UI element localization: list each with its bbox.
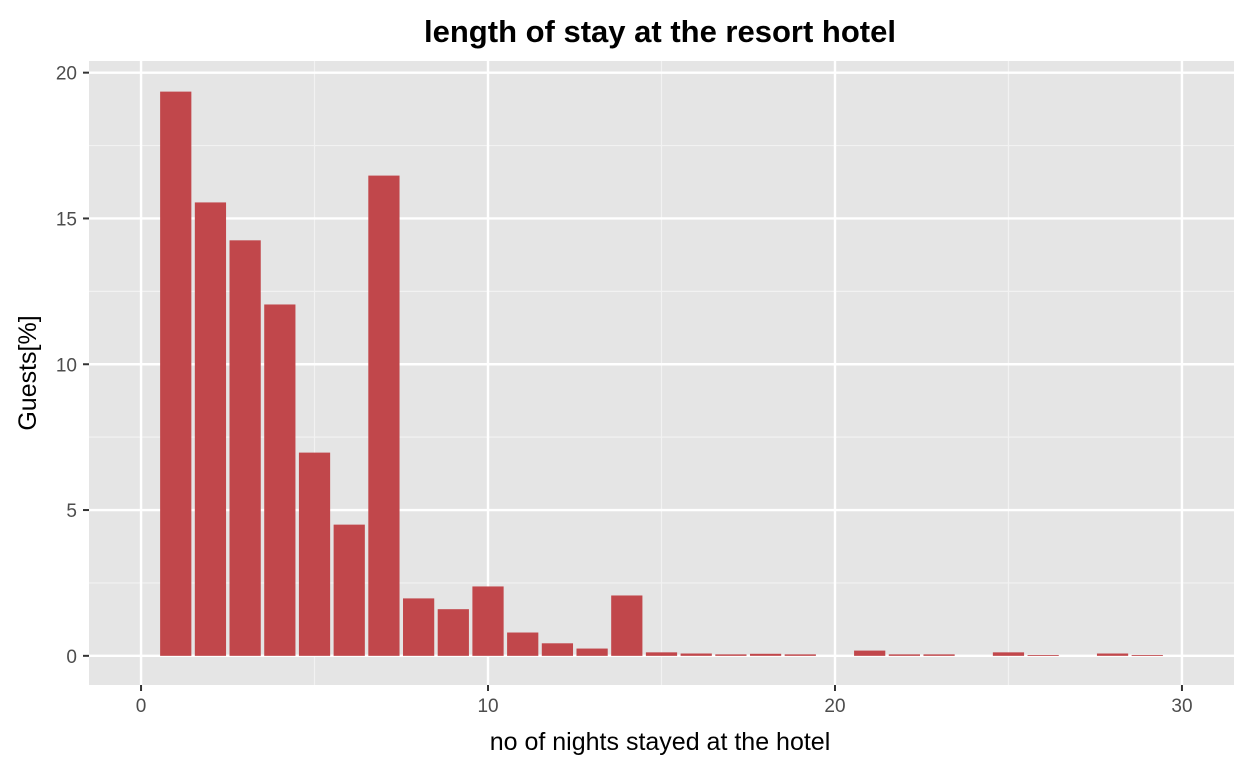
x-axis-title: no of nights stayed at the hotel — [490, 728, 831, 756]
x-tick-label: 0 — [136, 696, 147, 717]
y-tick-label: 15 — [56, 209, 77, 230]
bar — [507, 632, 539, 656]
y-tick-label: 5 — [66, 501, 77, 522]
bar — [437, 609, 469, 656]
bar — [854, 650, 886, 656]
bar — [784, 654, 816, 656]
bar — [645, 652, 678, 656]
bars — [160, 91, 1163, 656]
x-tick-label: 10 — [477, 696, 498, 717]
bar — [264, 304, 296, 656]
y-axis-title: Guests[%] — [14, 315, 42, 430]
bar — [403, 598, 435, 656]
bar — [888, 654, 920, 656]
bar — [1027, 654, 1059, 656]
y-tick-label: 20 — [56, 64, 77, 85]
y-tick-label: 10 — [56, 355, 77, 376]
bar — [715, 654, 747, 656]
bar — [923, 654, 955, 656]
bar — [368, 175, 400, 656]
x-tick-label: 20 — [824, 696, 845, 717]
bar — [1096, 653, 1129, 656]
bar — [611, 595, 643, 656]
bar — [541, 643, 574, 656]
bar — [298, 452, 331, 656]
chart-title: length of stay at the resort hotel — [424, 14, 896, 49]
bar — [229, 240, 261, 656]
bar — [160, 91, 192, 656]
bar — [680, 653, 712, 656]
bar — [992, 652, 1025, 656]
y-axis: 0 5 10 15 20 — [56, 64, 89, 668]
bar — [749, 653, 782, 656]
bar — [194, 202, 227, 656]
y-tick-label: 0 — [66, 647, 77, 668]
x-axis: 0 10 20 30 — [136, 685, 1193, 717]
bar — [1131, 654, 1163, 656]
bar — [576, 648, 608, 656]
bar — [333, 524, 365, 656]
bar — [472, 586, 504, 656]
x-tick-label: 30 — [1171, 696, 1192, 717]
